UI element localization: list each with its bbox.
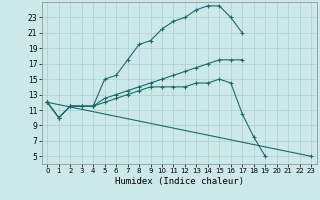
X-axis label: Humidex (Indice chaleur): Humidex (Indice chaleur) <box>115 177 244 186</box>
